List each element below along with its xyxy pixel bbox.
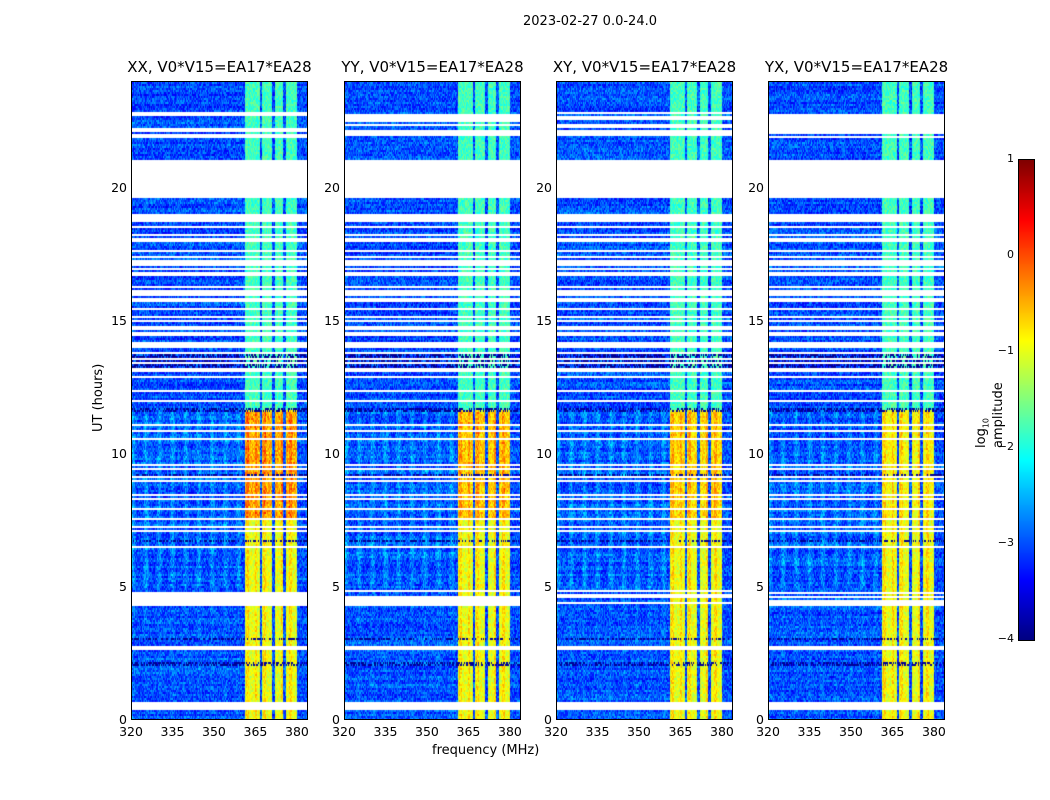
x-tick-label: 335 — [585, 724, 610, 739]
heatmap-cells — [345, 82, 520, 719]
colorbar-gradient — [1019, 160, 1034, 640]
colorbar-tick-label: 0 — [1007, 248, 1014, 261]
colorbar-tick-label: 1 — [1007, 152, 1014, 165]
x-tick-label: 365 — [880, 724, 905, 739]
colorbar — [1018, 159, 1035, 641]
heatmap-panel-yx — [768, 81, 945, 720]
colorbar-tick-label: −2 — [997, 440, 1014, 453]
y-tick-label: 20 — [324, 179, 340, 195]
x-axis-label: frequency (MHz) — [432, 743, 540, 758]
figure-title: 2023-02-27 0.0-24.0 — [523, 14, 657, 29]
y-tick-label: 20 — [748, 179, 764, 195]
y-tick-label: 0 — [332, 712, 340, 727]
x-tick-label: 380 — [498, 724, 522, 739]
x-tick-label: 335 — [373, 724, 398, 739]
y-tick-label: 5 — [119, 578, 127, 594]
panel-title: YY, V0*V15=EA17*EA28 — [341, 58, 524, 76]
x-tick-label: 350 — [839, 724, 863, 739]
y-tick-label: 10 — [111, 445, 127, 461]
y-tick-label: 20 — [536, 179, 552, 195]
x-tick-label: 350 — [415, 724, 439, 739]
y-tick-label: 0 — [756, 712, 764, 727]
y-axis-label: UT (hours) — [91, 363, 106, 432]
x-tick-label: 350 — [627, 724, 651, 739]
panel-title: XY, V0*V15=EA17*EA28 — [552, 58, 737, 76]
y-tick-label: 20 — [111, 179, 127, 195]
panel-title: YX, V0*V15=EA17*EA28 — [764, 58, 949, 76]
heatmap-panel-xy — [556, 81, 733, 720]
colorbar-tick-label: −3 — [997, 536, 1014, 549]
y-tick-label: 5 — [544, 578, 552, 594]
colorbar-tick-label: −1 — [997, 344, 1014, 357]
x-tick-label: 380 — [922, 724, 946, 739]
heatmap-cells — [769, 82, 944, 719]
colorbar-label: log10 amplitude — [974, 382, 1006, 448]
x-tick-label: 350 — [202, 724, 226, 739]
y-tick-label: 15 — [748, 312, 764, 328]
y-tick-label: 0 — [119, 712, 127, 727]
x-tick-label: 380 — [285, 724, 309, 739]
y-tick-label: 15 — [111, 312, 127, 328]
y-tick-label: 10 — [324, 445, 340, 461]
x-tick-label: 365 — [456, 724, 481, 739]
y-tick-label: 10 — [536, 445, 552, 461]
x-tick-label: 320 — [544, 724, 568, 739]
x-tick-label: 320 — [332, 724, 356, 739]
x-tick-label: 365 — [243, 724, 268, 739]
heatmap-panel-yy — [344, 81, 521, 720]
heatmap-cells — [132, 82, 307, 719]
x-tick-label: 335 — [160, 724, 185, 739]
x-tick-label: 320 — [756, 724, 780, 739]
x-tick-label: 380 — [710, 724, 734, 739]
y-tick-label: 10 — [748, 445, 764, 461]
y-tick-label: 5 — [332, 578, 340, 594]
y-tick-label: 15 — [536, 312, 552, 328]
y-tick-label: 15 — [324, 312, 340, 328]
heatmap-panel-xx — [131, 81, 308, 720]
y-tick-label: 5 — [756, 578, 764, 594]
panel-title: XX, V0*V15=EA17*EA28 — [127, 58, 312, 76]
x-tick-label: 335 — [797, 724, 822, 739]
x-tick-label: 365 — [668, 724, 693, 739]
x-tick-label: 320 — [119, 724, 143, 739]
heatmap-cells — [557, 82, 732, 719]
y-tick-label: 0 — [544, 712, 552, 727]
colorbar-tick-label: −4 — [997, 632, 1014, 645]
